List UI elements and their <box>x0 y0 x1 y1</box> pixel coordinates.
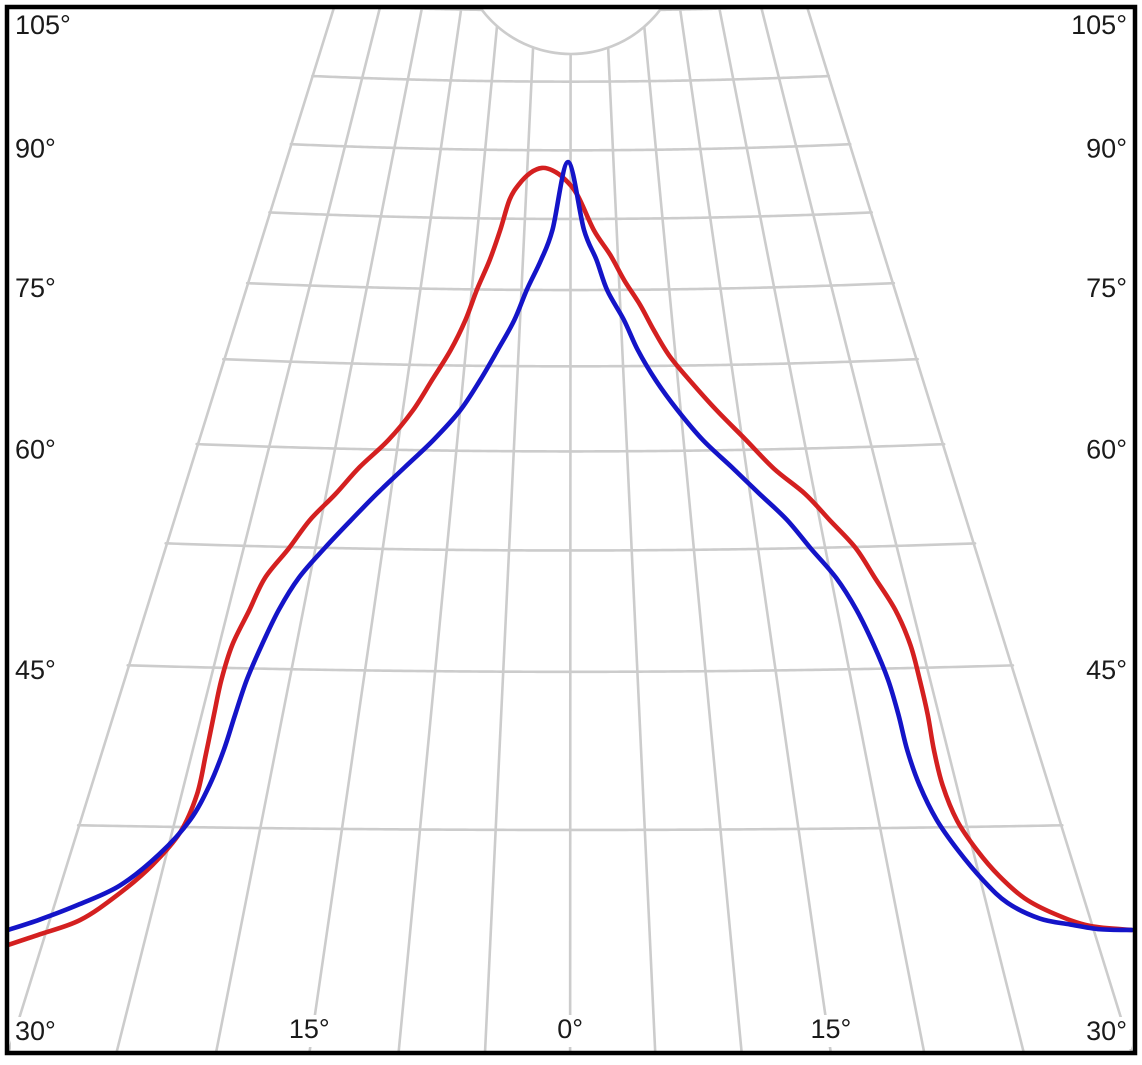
svg-text:15°: 15° <box>289 1014 330 1044</box>
svg-text:15°: 15° <box>811 1014 852 1044</box>
svg-text:75°: 75° <box>15 273 56 303</box>
svg-text:30°: 30° <box>15 1016 56 1046</box>
svg-text:60°: 60° <box>15 435 56 465</box>
svg-text:90°: 90° <box>1086 133 1127 163</box>
svg-text:30°: 30° <box>1086 1016 1127 1046</box>
svg-text:75°: 75° <box>1086 273 1127 303</box>
svg-text:45°: 45° <box>1086 655 1127 685</box>
svg-text:105°: 105° <box>1071 10 1127 40</box>
svg-text:60°: 60° <box>1086 435 1127 465</box>
svg-text:0°: 0° <box>557 1014 583 1044</box>
svg-text:90°: 90° <box>15 133 56 163</box>
svg-text:105°: 105° <box>15 10 71 40</box>
svg-text:45°: 45° <box>15 655 56 685</box>
